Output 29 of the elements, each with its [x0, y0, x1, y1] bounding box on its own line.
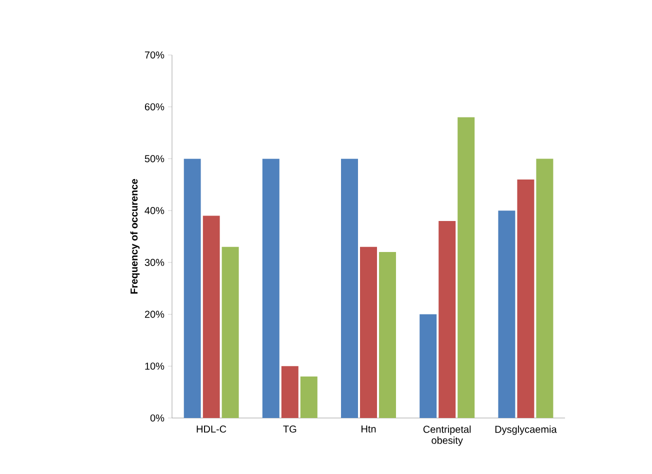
bar: [360, 246, 378, 418]
bar: [222, 246, 239, 418]
bar: [498, 210, 516, 418]
y-tick-label: 60%: [144, 103, 164, 110]
x-tick-label: Centripetal obesity: [423, 426, 471, 446]
bar: [281, 366, 298, 418]
bar: [300, 376, 318, 418]
x-tick-label: TG: [283, 426, 296, 433]
y-tick-label: 50%: [144, 155, 164, 162]
bar: [536, 158, 554, 418]
y-tick-label: 10%: [145, 362, 164, 370]
bar: [420, 314, 437, 418]
bar: [517, 179, 534, 418]
y-axis-title: Frequency of occurence: [130, 179, 140, 294]
bar: [202, 216, 220, 418]
x-tick-label: Htn: [362, 426, 376, 432]
bar: [262, 158, 280, 418]
bar: [341, 158, 358, 418]
y-tick-label: 0%: [150, 414, 164, 422]
y-tick-label: 40%: [144, 207, 164, 214]
bar: [458, 117, 475, 418]
x-tick-label: HDL-C: [196, 426, 226, 433]
y-tick-label: 30%: [144, 258, 164, 266]
y-tick-label: 20%: [144, 310, 164, 318]
bar: [438, 220, 456, 418]
bar: [184, 158, 201, 418]
x-tick-label: Dysglycaemia: [495, 426, 557, 435]
y-tick-label: 70%: [144, 51, 164, 59]
bar: [379, 252, 396, 418]
